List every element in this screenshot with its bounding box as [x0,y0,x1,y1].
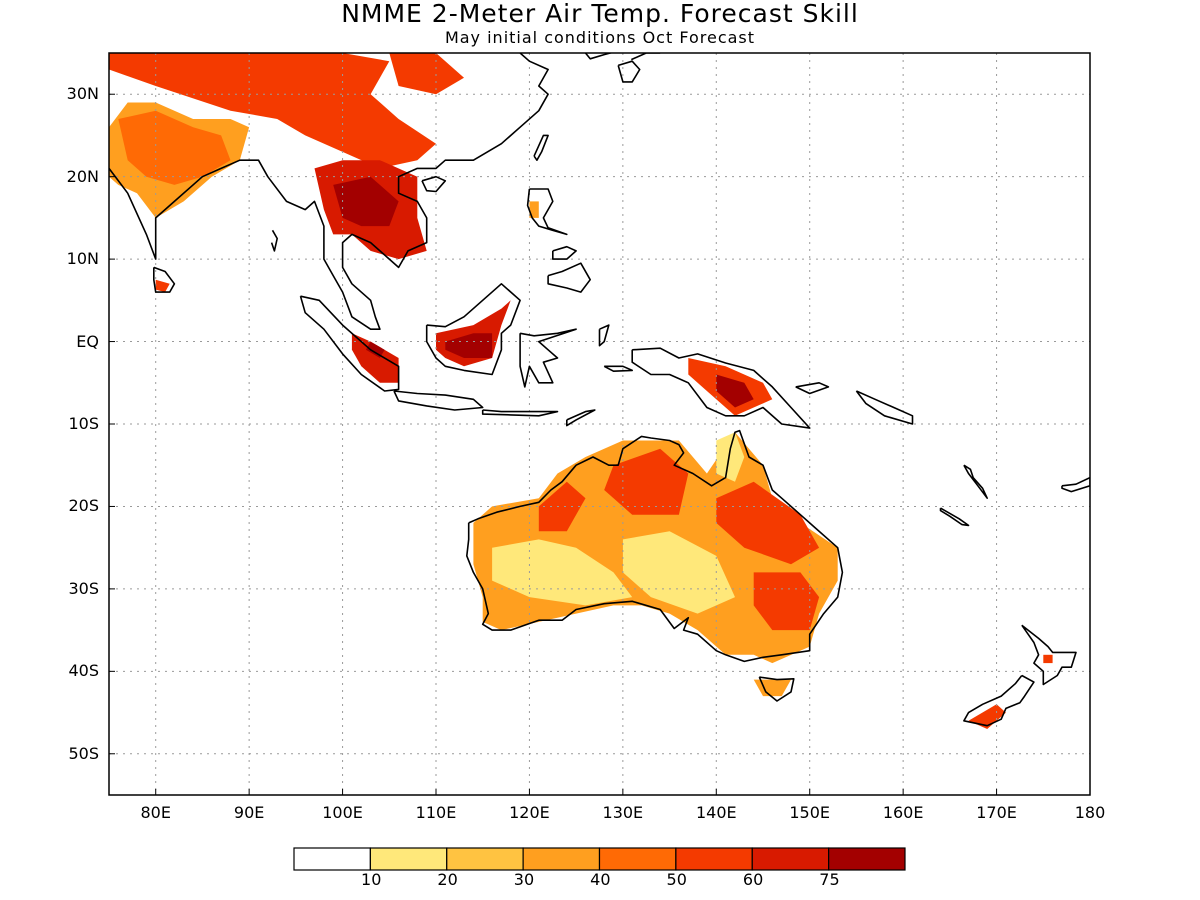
skill-region-aus-kimberley-dark [538,481,586,532]
coastline-vanuatu [963,464,989,500]
coastline-layer [109,53,1090,727]
skill-region-sumatra [351,333,399,383]
skill-region-china-north [389,53,464,95]
coastline-seram [603,365,634,373]
coastline-new-zealand-north [1021,624,1077,686]
x-tick-label: 150E [789,803,831,822]
x-tick-label: 120E [509,803,550,822]
axis-tick-marks [109,93,1091,795]
x-tick-label: 140E [695,803,737,822]
skill-region-cape-york-light [716,432,745,482]
y-tick-label: 20S [68,496,99,516]
coastline-andaman [270,229,279,252]
y-tick-label: EQ [76,331,99,351]
coastline-hainan [421,175,447,193]
skill-shading-layer [109,53,1053,729]
x-tick-label: 100E [322,803,363,822]
y-tick-label: 40S [68,661,99,681]
coastline-java [393,390,484,411]
colorbar [293,847,906,871]
chart-title: NMME 2-Meter Air Temp. Forecast Skill [341,0,859,28]
skill-region-new-guinea-core [716,374,754,408]
y-tick-label: 10N [66,249,99,269]
colorbar-label: 60 [742,870,764,889]
colorbar-label: 10 [361,870,382,889]
skill-region-luzon [529,201,539,218]
skill-region-aus-southeast-dark [753,572,820,631]
colorbar-swatch [751,847,830,871]
coastline-new-guinea [631,347,811,429]
coastline-new-caledonia [939,507,970,527]
colorbar-label: 50 [666,870,687,889]
skill-region-india-core [118,110,231,185]
colorbar-swatch [293,847,371,871]
y-tick-label: 30S [68,578,99,598]
coastline-japan-honshu-edge [630,53,661,61]
colorbar-swatch [369,847,448,871]
coastline-sri-lanka [153,266,176,293]
skill-region-tibet-south-china [109,53,436,169]
colorbar-label: 40 [590,870,611,889]
skill-region-aus-west-light [492,539,633,606]
coastline-asia-mainland [109,53,549,331]
coastline-halmahera [598,324,610,347]
x-tick-label: 130E [602,803,644,822]
y-tick-label: 30N [66,84,99,104]
skill-region-sumatra-core [365,341,385,358]
coastline-new-britain [795,381,830,395]
coastline-tasmania [758,676,795,702]
coastline-new-zealand-south [963,674,1035,727]
chart-subtitle: May initial conditions Oct Forecast [444,28,756,47]
coastline-fiji [1061,476,1090,493]
skill-region-aus-mid-light [622,531,735,614]
x-tick-label: 180 [1074,803,1106,822]
colorbar-label: 75 [819,870,840,889]
x-tick-label: 90E [233,803,265,822]
colorbar-swatch [598,847,677,871]
coastline-australia [465,429,844,663]
coastline-borneo [425,282,521,376]
coastline-taiwan [533,134,549,161]
colorbar-swatch [446,847,524,871]
coastline-sumatra [299,295,400,392]
coastline-korea [584,53,614,60]
y-tick-label: 10S [68,414,99,433]
graticule-layer [109,53,1090,795]
skill-region-tasmania [753,679,791,697]
skill-region-indochina-core [333,176,399,227]
coastline-philippines-luzon [526,188,568,236]
skill-region-borneo-core [445,333,493,358]
coastline-lesser-sunda [481,409,559,417]
coastline-philippines-visayas [551,245,577,260]
y-tick-label: 20N [66,166,99,186]
coastline-sulawesi [519,328,577,388]
skill-region-aus-north-dark [604,448,689,515]
skill-region-aus-northeast-dark [716,481,820,565]
coastline-philippines-mindanao [547,262,592,293]
coastline-solomons [855,390,914,425]
skill-region-new-zealand-south [968,704,1006,729]
colorbar-swatch [828,847,906,871]
y-tick-label: 50S [68,743,99,763]
x-tick-label: 160E [882,803,924,822]
coastline-japan-kyushu [617,60,641,83]
x-tick-label: 110E [415,803,457,822]
skill-region-new-zealand-north [1043,654,1053,664]
x-tick-label: 80E [140,803,171,822]
colorbar-swatch [675,847,753,871]
colorbar-swatch [522,847,601,871]
coastline-timor [565,409,596,427]
x-tick-label: 170E [976,803,1017,822]
colorbar-label: 30 [513,870,535,889]
colorbar-label: 20 [437,870,458,889]
skill-region-sri-lanka [155,279,170,293]
